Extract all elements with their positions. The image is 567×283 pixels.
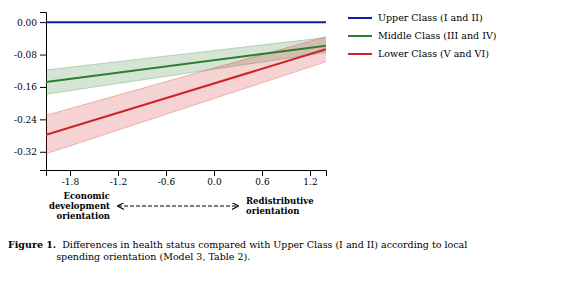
tick: -0.08 bbox=[14, 50, 46, 60]
series-line bbox=[46, 46, 326, 82]
annotation: Redistributiveorientation bbox=[246, 196, 314, 216]
tick-mark bbox=[214, 170, 215, 176]
series-line bbox=[46, 49, 326, 134]
legend: Upper Class (I and II) Middle Class (III … bbox=[348, 12, 497, 59]
legend-item: Lower Class (V and VI) bbox=[348, 48, 489, 59]
axis-line bbox=[40, 13, 47, 171]
ci-bound bbox=[46, 37, 326, 116]
caption-label: Figure 1. bbox=[8, 239, 56, 250]
y-axis: 0.00 -0.08 -0.16 -0.24 -0.32 bbox=[14, 13, 47, 171]
tick-mark bbox=[40, 152, 46, 153]
tick-label: -0.32 bbox=[14, 147, 37, 157]
legend-swatch bbox=[348, 35, 372, 37]
annotation: Economicdevelopmentorientation bbox=[49, 191, 110, 221]
tick-label: 1.2 bbox=[303, 177, 317, 187]
tick-label: 0.0 bbox=[207, 177, 222, 187]
axis-line bbox=[47, 171, 327, 177]
tick-mark bbox=[262, 170, 263, 176]
annotation-arrow bbox=[118, 206, 238, 207]
tick: -0.24 bbox=[14, 115, 46, 125]
tick-label: -1.8 bbox=[62, 177, 80, 187]
tick: 1.2 bbox=[303, 170, 317, 187]
chart: -1.8 -1.2 -0.6 0.0 0.6 1.2 0.00 -0.08 -0.16 -0.24… bbox=[0, 0, 567, 283]
tick: -1.2 bbox=[110, 170, 127, 187]
legend-item: Upper Class (I and II) bbox=[348, 12, 483, 23]
tick-mark bbox=[40, 119, 46, 120]
tick-mark bbox=[310, 170, 311, 176]
tick-mark bbox=[118, 170, 119, 176]
legend-swatch bbox=[348, 53, 372, 55]
series-line bbox=[46, 21, 326, 23]
tick-label: -0.24 bbox=[14, 115, 37, 125]
tick: 0.0 bbox=[207, 170, 222, 187]
x-axis: -1.8 -1.2 -0.6 0.0 0.6 1.2 bbox=[47, 170, 327, 187]
caption: Differences in health status compared wi… bbox=[56, 239, 467, 262]
tick-label: 0.00 bbox=[17, 18, 37, 28]
legend-label: Middle Class (III and IV) bbox=[378, 30, 497, 41]
tick: 0.00 bbox=[17, 18, 46, 28]
tick-label: -0.16 bbox=[14, 82, 37, 92]
tick-mark bbox=[40, 22, 46, 23]
tick: -0.6 bbox=[158, 170, 176, 187]
tick-mark bbox=[40, 55, 46, 56]
legend-label: Lower Class (V and VI) bbox=[378, 48, 489, 59]
tick-label: -1.2 bbox=[110, 177, 127, 187]
legend-item: Middle Class (III and IV) bbox=[348, 30, 497, 41]
plot: -1.8 -1.2 -0.6 0.0 0.6 1.2 0.00 -0.08 -0.16 -0.24… bbox=[14, 13, 327, 188]
marks bbox=[46, 22, 326, 154]
tick-mark bbox=[40, 87, 46, 88]
tick-mark bbox=[166, 170, 167, 176]
tick-label: -0.6 bbox=[158, 177, 176, 187]
legend-swatch bbox=[348, 17, 372, 19]
tick: -0.16 bbox=[14, 82, 46, 92]
tick: 0.6 bbox=[255, 170, 270, 187]
tick-mark bbox=[70, 170, 71, 176]
tick-label: -0.08 bbox=[14, 50, 37, 60]
tick-label: 0.6 bbox=[255, 177, 270, 187]
tick: -1.8 bbox=[62, 170, 80, 187]
ci-band bbox=[46, 37, 326, 154]
tick: -0.32 bbox=[14, 147, 46, 157]
legend-label: Upper Class (I and II) bbox=[378, 12, 483, 23]
